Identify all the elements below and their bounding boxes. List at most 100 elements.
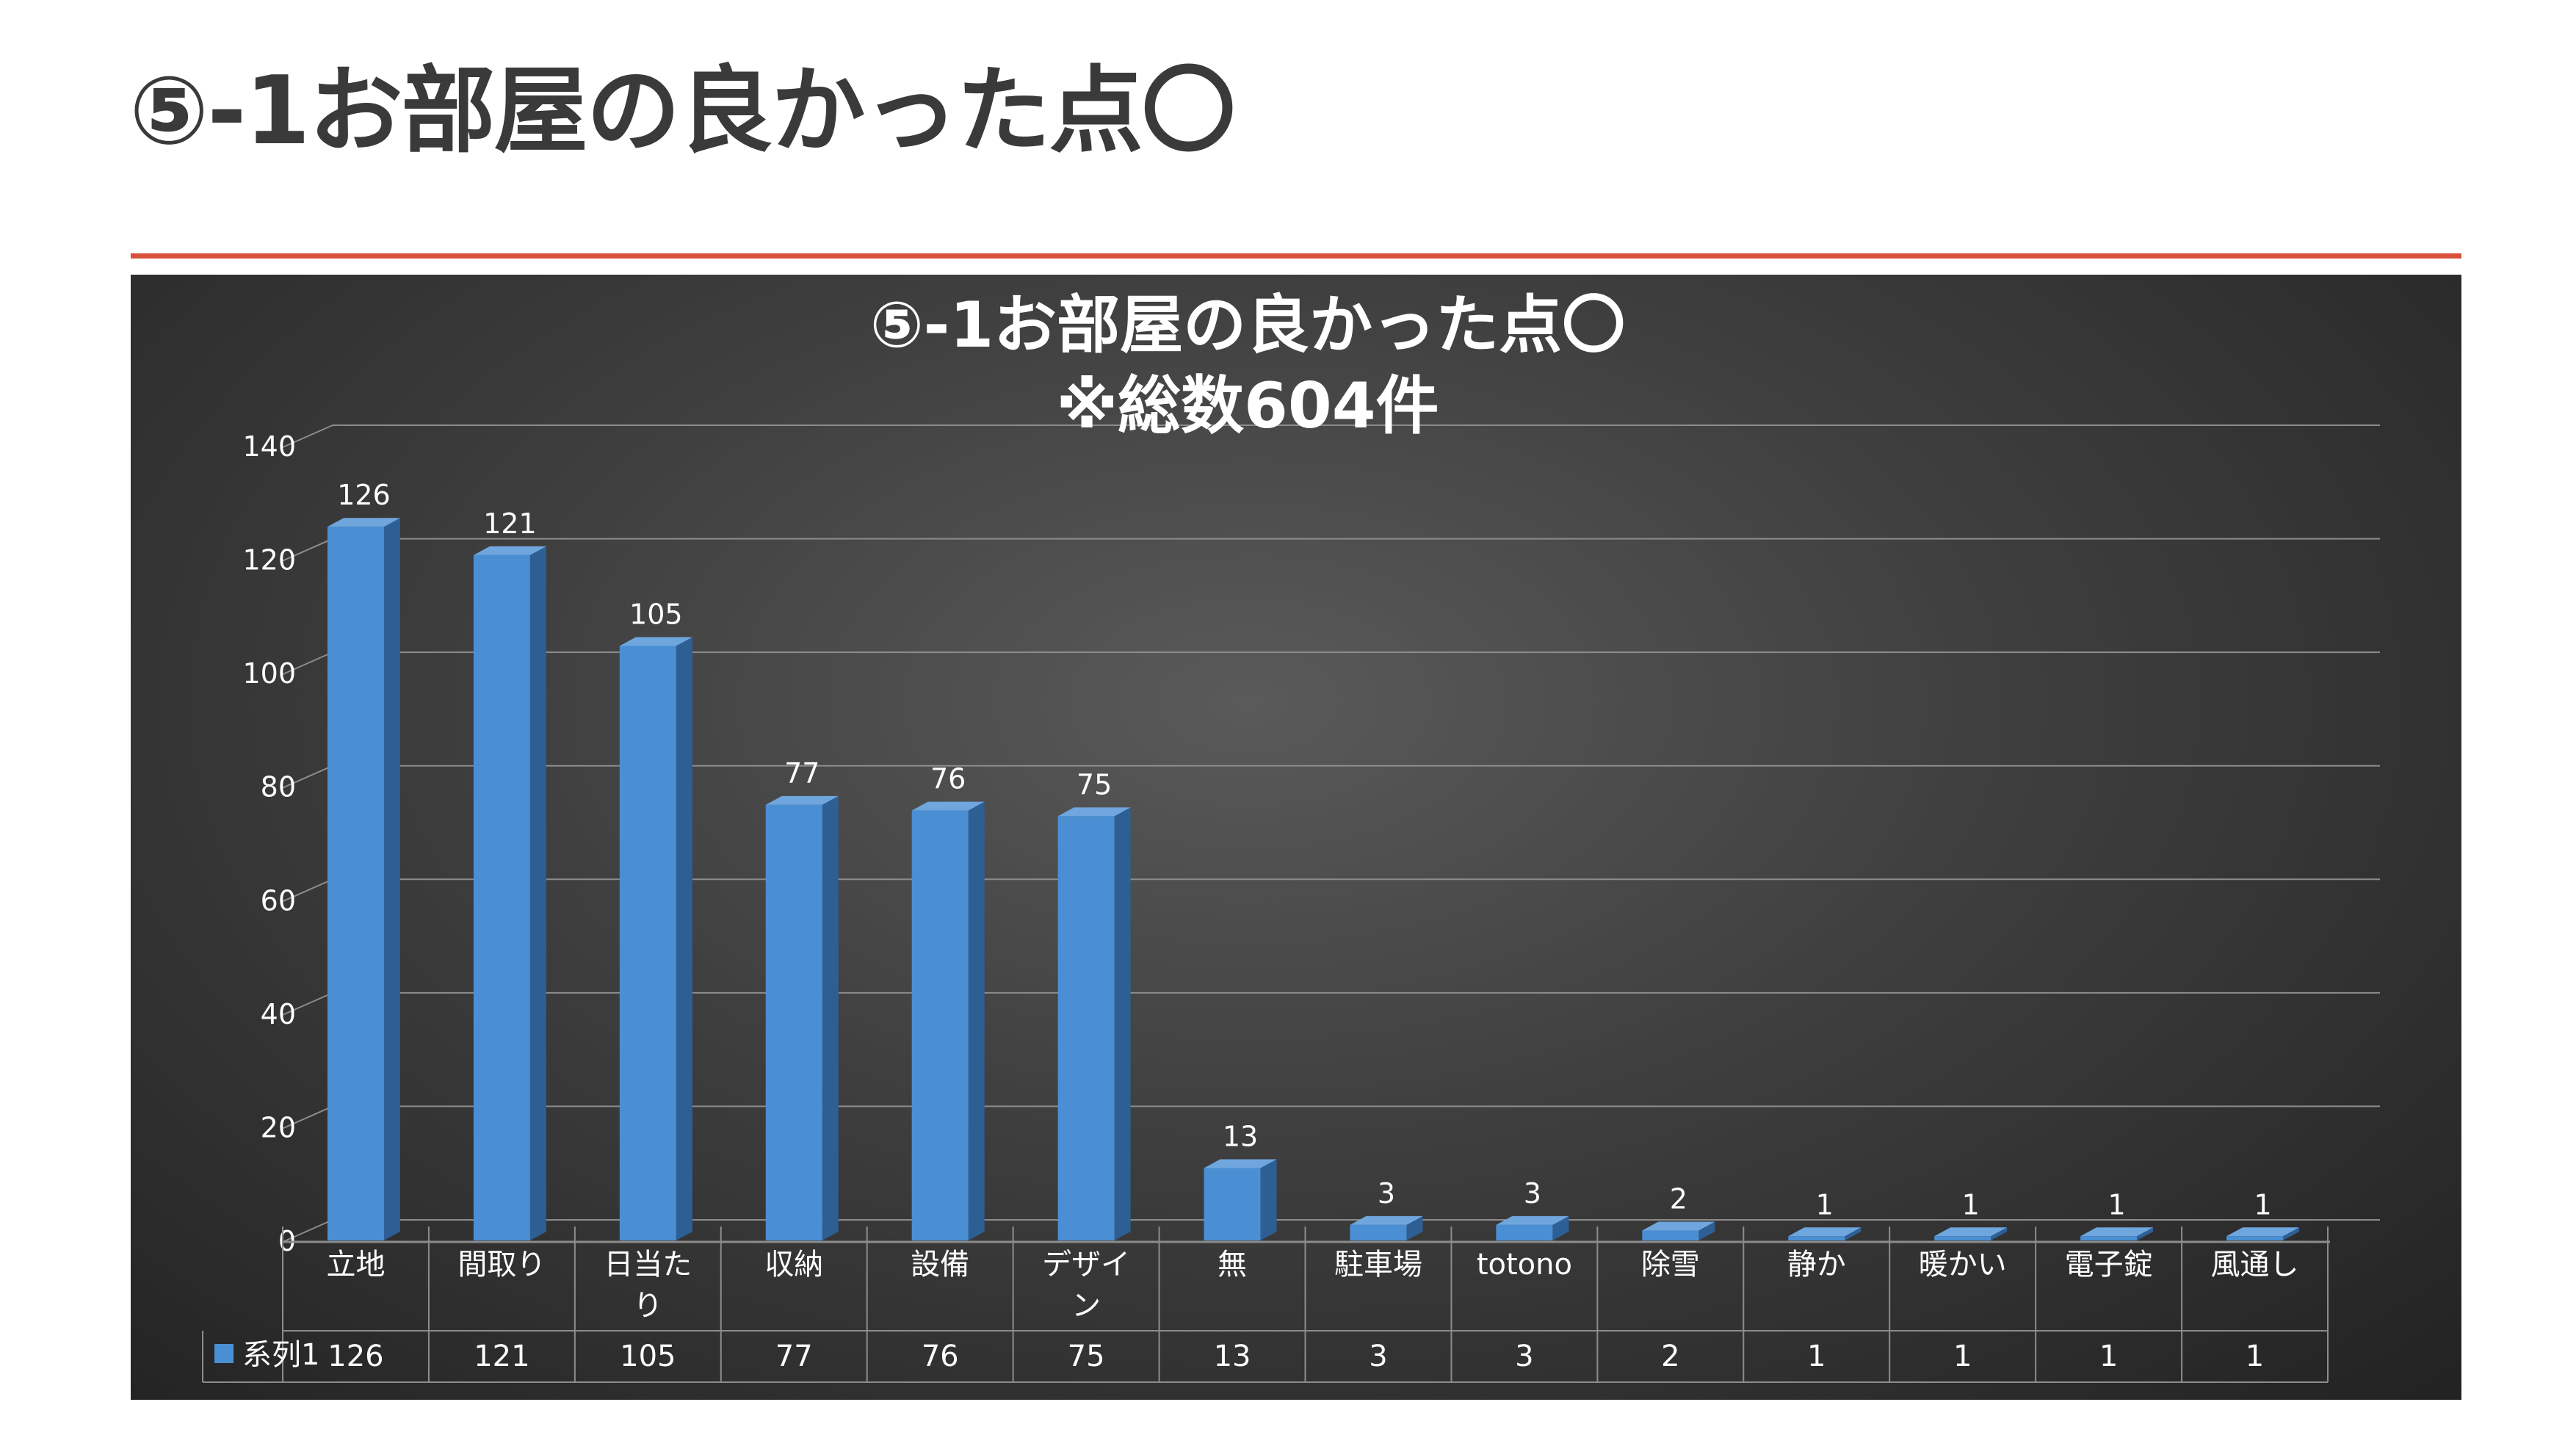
bar-side: [2283, 1227, 2300, 1240]
bar-side: [2137, 1227, 2154, 1240]
bar-top: [2080, 1227, 2154, 1237]
category-label: 日当た: [604, 1248, 692, 1282]
bar: [2226, 1236, 2284, 1240]
data-label: 105: [629, 599, 683, 631]
data-label: 76: [930, 763, 966, 795]
data-label: 75: [1077, 768, 1112, 801]
table-value: 77: [775, 1340, 813, 1373]
y-tick-label: 120: [242, 544, 296, 577]
bar: [911, 810, 969, 1240]
bar-top: [765, 795, 839, 805]
gridline-diagonal: [282, 651, 333, 676]
category-label: 収納: [764, 1248, 823, 1282]
y-tick-label: 20: [261, 1111, 296, 1143]
data-label: 13: [1223, 1121, 1258, 1153]
bar: [1204, 1168, 1261, 1240]
bar: [1642, 1230, 1699, 1240]
table-value: 121: [474, 1340, 529, 1373]
bar: [1788, 1236, 1845, 1240]
bar: [1496, 1224, 1553, 1240]
table-value: 126: [328, 1340, 383, 1373]
y-tick-label: 100: [242, 657, 296, 690]
bar: [765, 804, 822, 1240]
bar: [2080, 1236, 2138, 1240]
category-label: デザイ: [1042, 1248, 1130, 1282]
category-label: 電子錠: [2065, 1248, 2153, 1282]
data-label: 1: [1962, 1188, 1980, 1221]
data-label: 3: [1524, 1177, 1541, 1210]
data-label: 1: [2254, 1188, 2271, 1221]
legend-series-name: 系列1: [242, 1338, 319, 1372]
category-label: 暖かい: [1919, 1248, 2007, 1282]
table-value: 76: [922, 1340, 959, 1373]
bar-top: [327, 518, 400, 527]
chart-title: ⑤-1お部屋の良かった点〇: [870, 289, 1625, 362]
bar-top: [1057, 807, 1131, 817]
bar-side: [822, 795, 839, 1240]
category-label: り: [633, 1289, 662, 1323]
data-label: 121: [483, 507, 537, 540]
gridline-diagonal: [282, 991, 333, 1016]
bar-top: [1934, 1227, 2008, 1237]
bar-top: [1204, 1159, 1277, 1168]
bar-top: [2226, 1227, 2300, 1237]
table-value: 1: [1953, 1340, 1972, 1373]
category-label: 無: [1218, 1248, 1247, 1282]
bar-side: [1991, 1227, 2008, 1240]
data-label: 2: [1670, 1183, 1687, 1215]
title-divider: [131, 253, 2461, 259]
table-value: 1: [2099, 1340, 2118, 1373]
gridline-diagonal: [282, 878, 333, 903]
bar-side: [529, 546, 546, 1240]
bar-top: [473, 546, 546, 555]
bar-top: [1642, 1221, 1715, 1231]
category-label: 駐車場: [1334, 1248, 1422, 1282]
category-label: 立地: [326, 1248, 385, 1282]
bar-side: [1845, 1227, 1862, 1240]
gridline-diagonal: [282, 1105, 333, 1130]
bar-side: [1114, 807, 1131, 1240]
bar-side: [968, 801, 985, 1240]
gridline-diagonal: [282, 424, 333, 448]
bar-side: [676, 637, 692, 1240]
table-value: 1: [1807, 1340, 1826, 1373]
bar: [327, 527, 384, 1240]
gridline-diagonal: [282, 765, 333, 789]
table-value: 1: [2246, 1340, 2264, 1373]
chart-subtitle: ※総数604件: [1056, 369, 1439, 443]
data-label: 1: [1816, 1188, 1834, 1221]
bar: [1350, 1224, 1407, 1240]
category-label: 間取り: [457, 1248, 546, 1282]
data-label: 3: [1378, 1177, 1395, 1210]
legend-key: [214, 1344, 234, 1363]
y-tick-label: 40: [261, 998, 296, 1030]
bar: [619, 646, 676, 1240]
category-label: 除雪: [1641, 1248, 1700, 1282]
bar-side: [1698, 1221, 1715, 1240]
bar-side: [1260, 1159, 1277, 1240]
table-value: 13: [1214, 1340, 1251, 1373]
bar-top: [619, 637, 692, 646]
category-label: 設備: [911, 1248, 969, 1282]
chart-panel: 0 20 40 60 80 100 120 140 126 121 105 77 76 75 13 3 3 2 1…: [131, 275, 2461, 1400]
bar: [473, 554, 530, 1240]
bar-side: [383, 518, 400, 1240]
category-label: 風通し: [2211, 1248, 2299, 1282]
category-label: 静か: [1787, 1248, 1846, 1282]
bar-top: [1788, 1227, 1862, 1237]
bar-side: [1406, 1215, 1423, 1240]
category-label: ン: [1071, 1289, 1101, 1323]
y-tick-label: 80: [261, 771, 296, 803]
y-tick-label: 140: [242, 430, 296, 463]
y-tick-label: 60: [261, 884, 296, 917]
table-value: 3: [1515, 1340, 1533, 1373]
table-value: 2: [1661, 1340, 1679, 1373]
data-label: 77: [784, 757, 820, 789]
bar-top: [1350, 1215, 1423, 1225]
slide-title: ⑤-1お部屋の良かった点〇: [129, 57, 1236, 166]
bar-side: [1552, 1215, 1569, 1240]
gridline-diagonal: [282, 538, 333, 562]
category-label: totono: [1477, 1248, 1572, 1282]
bar-top: [911, 801, 985, 811]
